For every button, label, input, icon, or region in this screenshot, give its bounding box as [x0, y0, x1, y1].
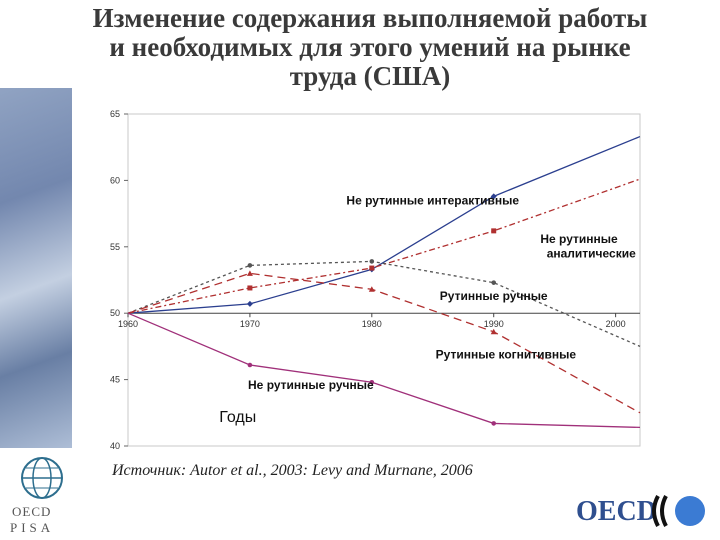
- x-tick-label: 1960: [118, 319, 138, 329]
- y-tick-label: 65: [110, 109, 120, 119]
- oecd-logo-text: OECD: [576, 496, 657, 527]
- data-point: [369, 259, 375, 264]
- x-tick-label: 1970: [240, 319, 260, 329]
- x-tick-label: 1980: [362, 319, 382, 329]
- data-point: [247, 362, 253, 368]
- y-tick-label: 45: [110, 375, 120, 385]
- series-label: Не рутинные: [540, 232, 618, 246]
- series-label: Рутинные когнитивные: [436, 347, 577, 361]
- chart-panel: 40 45 50 55 60 65 1960 1970 1980 1990 2000 Не рутин…: [88, 100, 648, 460]
- series-label: Не рутинные интерактивные: [346, 193, 519, 207]
- data-point: [247, 285, 253, 291]
- y-tick-label: 50: [110, 308, 120, 318]
- title-line-1: Изменение содержания выполняемой работы: [92, 3, 648, 33]
- data-point: [491, 280, 497, 285]
- y-tick-label: 60: [110, 175, 120, 185]
- data-point: [247, 263, 253, 268]
- data-point: [491, 421, 497, 426]
- title-line-3: труда (США): [289, 61, 451, 91]
- data-point: [368, 286, 375, 292]
- data-point: [490, 328, 497, 335]
- data-point: [369, 379, 375, 385]
- x-axis-title: Годы: [219, 409, 256, 426]
- data-point: [369, 265, 375, 271]
- oecd-logo: OECD: [566, 486, 716, 536]
- title-line-2: и необходимых для этого умений на рынке: [109, 32, 631, 62]
- y-tick-label: 40: [110, 441, 120, 451]
- series-label: Рутинные ручные: [440, 289, 548, 303]
- x-tick-label: 2000: [606, 319, 626, 329]
- series-label: Не рутинные ручные: [248, 378, 374, 392]
- series-label: аналитические: [547, 246, 636, 260]
- data-point: [490, 193, 497, 200]
- globe-icon: [21, 457, 63, 499]
- oecd-mark-icon: [652, 495, 705, 527]
- page-title: Изменение содержания выполняемой работы …: [30, 4, 710, 91]
- pisa-logo-line-1: OECD: [12, 504, 52, 519]
- data-point: [491, 228, 497, 234]
- x-tick-label: 1990: [484, 319, 504, 329]
- decorative-side-image: [0, 88, 72, 448]
- source-note: Источник: Autor et al., 2003: Levy and M…: [112, 462, 473, 479]
- pisa-logo-line-2: PISA: [10, 520, 55, 535]
- data-point: [246, 270, 253, 276]
- plot-area: [127, 113, 641, 447]
- y-tick-label: 55: [110, 242, 120, 252]
- data-point: [246, 300, 253, 307]
- line-chart: 40 45 50 55 60 65 1960 1970 1980 1990 2000 Не рутин…: [110, 109, 641, 451]
- pisa-logo: OECD PISA: [4, 452, 82, 538]
